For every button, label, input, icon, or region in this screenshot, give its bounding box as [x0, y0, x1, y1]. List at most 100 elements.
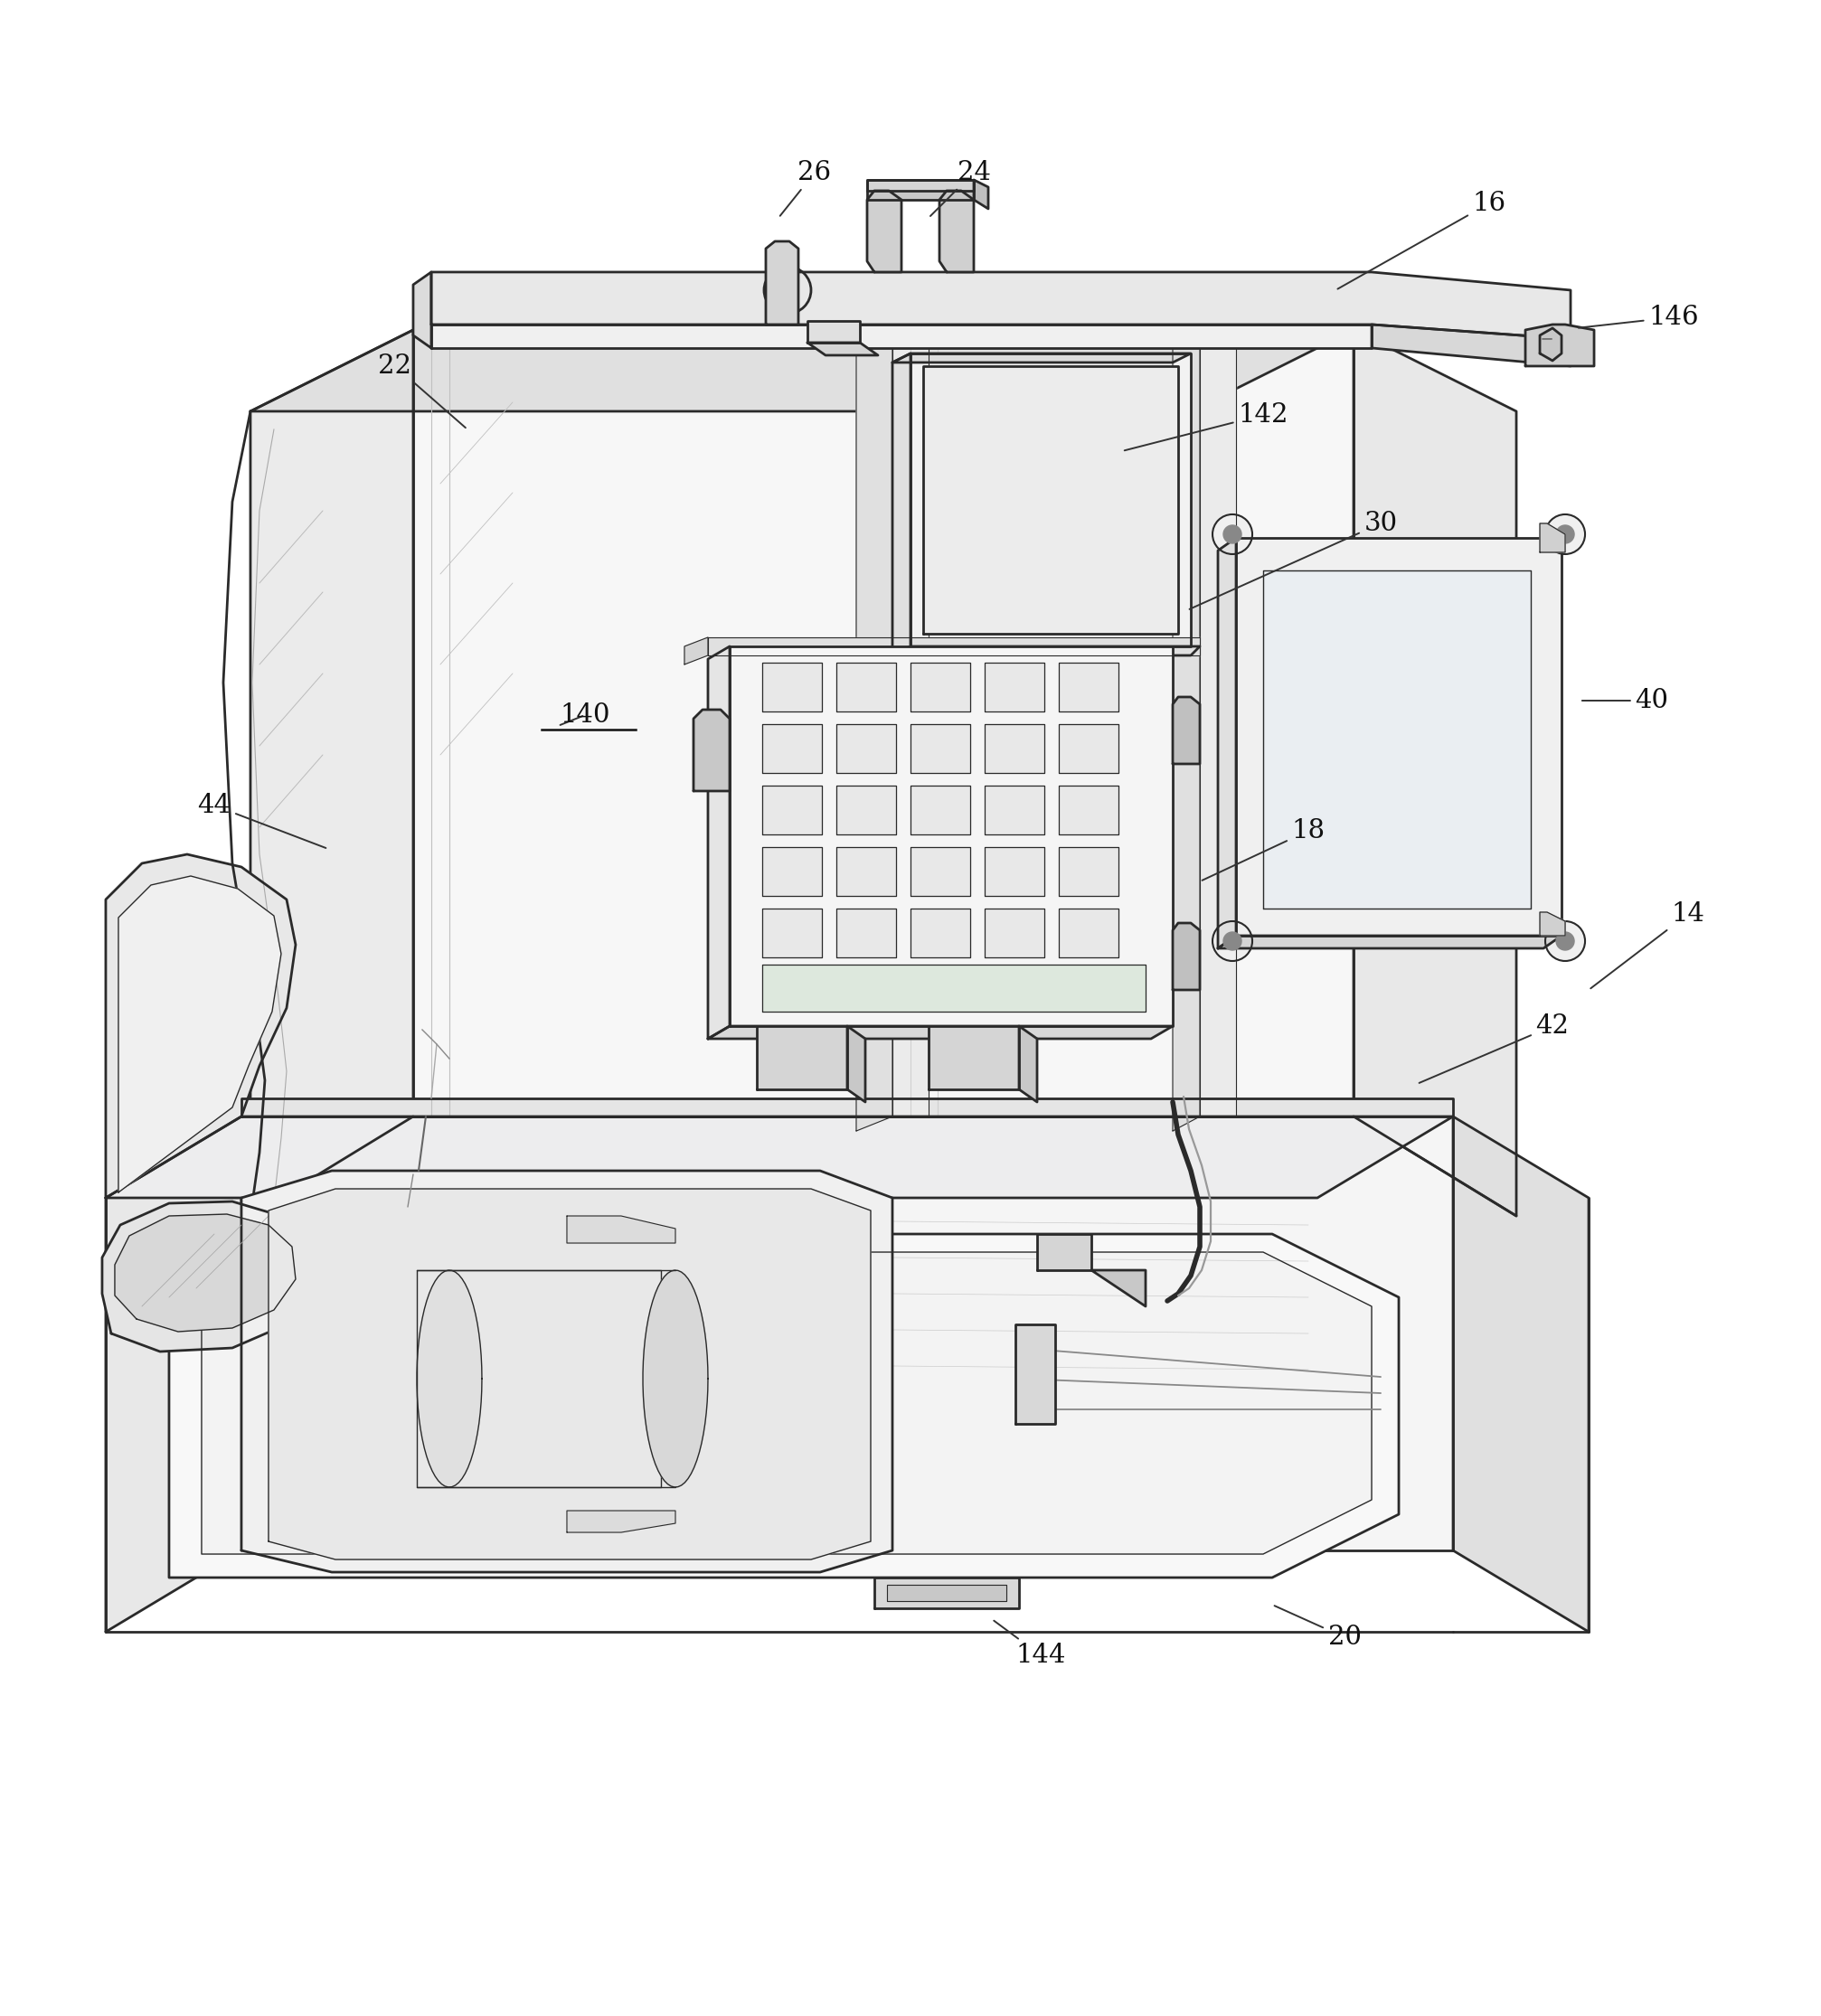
Text: 18: 18 [1202, 818, 1326, 881]
Polygon shape [1173, 923, 1200, 990]
Text: 146: 146 [1579, 304, 1699, 331]
Polygon shape [847, 1026, 865, 1103]
Polygon shape [929, 1026, 1020, 1089]
Polygon shape [1236, 538, 1562, 935]
Polygon shape [1353, 331, 1517, 1216]
Polygon shape [1058, 663, 1118, 712]
Circle shape [1557, 526, 1573, 542]
Polygon shape [974, 179, 989, 210]
Circle shape [1213, 514, 1253, 554]
Polygon shape [708, 637, 1200, 655]
Polygon shape [1058, 724, 1118, 772]
Polygon shape [910, 724, 971, 772]
Text: 20: 20 [1275, 1605, 1362, 1649]
Polygon shape [417, 1270, 483, 1488]
Polygon shape [1453, 1117, 1588, 1631]
Polygon shape [856, 331, 892, 1131]
Polygon shape [106, 1117, 1453, 1198]
Polygon shape [413, 331, 1353, 1117]
Circle shape [1224, 526, 1242, 542]
Circle shape [1557, 931, 1573, 950]
Polygon shape [1058, 847, 1118, 895]
Polygon shape [985, 786, 1043, 835]
Polygon shape [643, 1270, 708, 1488]
Polygon shape [1541, 329, 1562, 361]
Polygon shape [730, 647, 1173, 1026]
Polygon shape [566, 1216, 676, 1244]
Text: 144: 144 [994, 1621, 1065, 1667]
Text: 16: 16 [1338, 192, 1506, 288]
Polygon shape [807, 321, 860, 343]
Polygon shape [1541, 911, 1566, 935]
Polygon shape [1218, 935, 1562, 948]
Polygon shape [763, 663, 821, 712]
Polygon shape [763, 964, 1145, 1012]
Circle shape [1213, 921, 1253, 962]
Polygon shape [202, 1252, 1371, 1554]
Polygon shape [867, 179, 974, 192]
Polygon shape [892, 331, 929, 1117]
Polygon shape [566, 1510, 676, 1532]
Polygon shape [867, 192, 901, 272]
Polygon shape [910, 786, 971, 835]
Polygon shape [413, 272, 432, 349]
Polygon shape [251, 331, 413, 1216]
Polygon shape [242, 1117, 1453, 1550]
Polygon shape [242, 1171, 892, 1572]
Polygon shape [1173, 331, 1200, 1131]
Polygon shape [106, 1117, 242, 1631]
Text: 14: 14 [1592, 901, 1704, 988]
Polygon shape [910, 909, 971, 958]
Polygon shape [268, 1189, 870, 1560]
Polygon shape [940, 192, 974, 272]
Polygon shape [985, 663, 1043, 712]
Polygon shape [432, 325, 1371, 349]
Text: 24: 24 [931, 159, 991, 216]
Polygon shape [836, 786, 896, 835]
Polygon shape [836, 909, 896, 958]
Polygon shape [923, 367, 1178, 633]
Polygon shape [1091, 1270, 1145, 1306]
Polygon shape [1264, 571, 1531, 909]
Polygon shape [985, 847, 1043, 895]
Polygon shape [1173, 698, 1200, 764]
Polygon shape [685, 637, 708, 665]
Circle shape [765, 266, 810, 314]
Polygon shape [1058, 786, 1118, 835]
Text: 40: 40 [1582, 687, 1668, 714]
Polygon shape [1020, 1026, 1038, 1103]
Text: 22: 22 [379, 353, 466, 427]
Polygon shape [1200, 331, 1236, 1117]
Polygon shape [1541, 524, 1566, 552]
Circle shape [1546, 514, 1584, 554]
Polygon shape [417, 1270, 661, 1488]
Circle shape [1224, 931, 1242, 950]
Polygon shape [1038, 1234, 1091, 1270]
Polygon shape [887, 1585, 1007, 1601]
Circle shape [1546, 921, 1584, 962]
Polygon shape [767, 242, 798, 325]
Polygon shape [118, 877, 280, 1191]
Polygon shape [115, 1214, 295, 1333]
Polygon shape [892, 353, 910, 655]
Polygon shape [763, 909, 821, 958]
Polygon shape [169, 1234, 1399, 1579]
Polygon shape [1016, 1325, 1054, 1423]
Polygon shape [1058, 909, 1118, 958]
Polygon shape [1526, 325, 1593, 367]
Polygon shape [708, 647, 730, 1038]
Polygon shape [106, 855, 295, 1198]
Polygon shape [892, 353, 1191, 363]
Text: 26: 26 [779, 159, 832, 216]
Polygon shape [251, 331, 1353, 411]
Text: 42: 42 [1419, 1014, 1570, 1083]
Text: 142: 142 [1125, 403, 1287, 450]
Polygon shape [763, 724, 821, 772]
Polygon shape [985, 724, 1043, 772]
Polygon shape [242, 1099, 1453, 1117]
Polygon shape [867, 179, 974, 200]
Polygon shape [763, 847, 821, 895]
Text: 140: 140 [559, 702, 610, 728]
Polygon shape [102, 1202, 313, 1351]
Polygon shape [763, 786, 821, 835]
